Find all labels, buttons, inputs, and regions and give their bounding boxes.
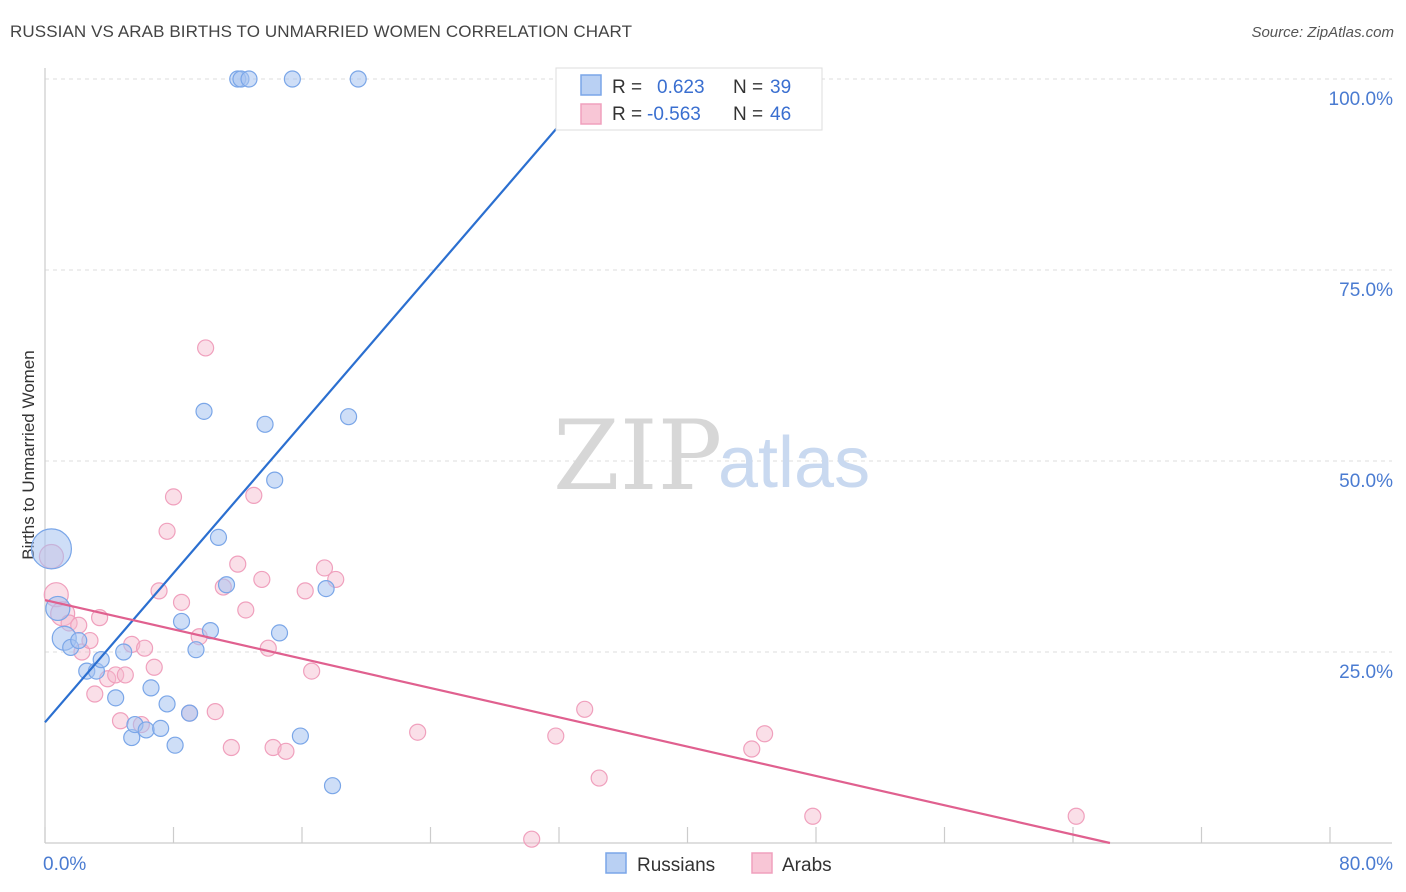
russians-point-19 — [187, 641, 205, 659]
arabs-point-31 — [259, 639, 277, 657]
russians-point-9 — [115, 643, 133, 661]
arabs-point-26 — [222, 738, 240, 757]
russians-point-18 — [180, 704, 199, 722]
russians-points — [30, 70, 632, 795]
grid-lines — [45, 78, 1392, 653]
correlation-legend: R = 0.623 N = 39 R = -0.563 N = 46 — [555, 67, 823, 131]
russians-point-7 — [92, 651, 110, 669]
legend-r-russians: 0.623 — [657, 77, 705, 98]
russians-point-15 — [158, 695, 176, 713]
arabs-point-45 — [804, 807, 822, 825]
y-axis-label: Births to Unmarried Women — [19, 350, 38, 559]
bottom-legend-russians-swatch — [605, 852, 627, 874]
russians-point-23 — [217, 576, 236, 594]
y-tick-label-2: 75.0% — [1339, 280, 1393, 301]
russians-point-4 — [70, 631, 88, 650]
y-tick-label-0: 25.0% — [1339, 662, 1393, 683]
y-tick-labels: 25.0% 50.0% 75.0% 100.0% — [1329, 89, 1394, 683]
russians-point-13 — [142, 679, 160, 697]
russians-point-20 — [195, 402, 213, 420]
russians-point-33 — [323, 777, 342, 795]
arabs-point-28 — [237, 601, 255, 619]
arabs-trend-line — [44, 598, 1111, 845]
arabs-point-32 — [264, 738, 282, 757]
watermark-zip: ZIP — [553, 400, 722, 512]
arabs-point-7 — [86, 685, 104, 703]
arabs-point-43 — [743, 740, 761, 758]
x-tick-labels: 0.0% 80.0% — [43, 854, 1393, 875]
arabs-point-46 — [1067, 807, 1085, 825]
russians-point-22 — [209, 528, 228, 547]
arabs-point-41 — [576, 700, 594, 718]
russians-point-12 — [137, 721, 155, 739]
arabs-point-44 — [755, 725, 774, 743]
arabs-point-27 — [229, 555, 247, 573]
arabs-point-10 — [107, 666, 125, 684]
chart-title: RUSSIAN VS ARAB BIRTHS TO UNMARRIED WOME… — [10, 22, 633, 41]
russians-point-34 — [339, 408, 358, 426]
watermark-atlas: atlas — [718, 423, 870, 503]
trend-lines — [44, 78, 1111, 845]
arabs-point-15 — [135, 639, 154, 657]
russians-point-26 — [240, 70, 258, 88]
x-tick-label-0: 0.0% — [43, 854, 86, 875]
legend-r-label-russians: R = — [612, 77, 642, 98]
arabs-point-35 — [303, 662, 321, 680]
arabs-point-18 — [158, 522, 176, 540]
arabs-point-38 — [409, 723, 427, 741]
legend-r-arabs: -0.563 — [647, 104, 701, 125]
bottom-legend-russians: Russians — [637, 855, 715, 876]
arabs-point-11 — [111, 712, 130, 730]
russians-trend-line — [44, 78, 600, 724]
x-tick-label-1: 80.0% — [1339, 854, 1393, 875]
arabs-point-40 — [547, 727, 565, 745]
arabs-point-24 — [206, 702, 224, 721]
y-tick-label-1: 50.0% — [1339, 471, 1393, 492]
arabs-point-16 — [145, 658, 163, 676]
russians-point-16 — [166, 736, 184, 754]
arabs-point-23 — [197, 339, 215, 357]
arabs-point-33 — [277, 742, 295, 760]
russians-point-27 — [256, 415, 274, 433]
y-tick-label-3: 100.0% — [1329, 89, 1394, 110]
russians-point-29 — [270, 624, 289, 642]
arabs-point-20 — [172, 593, 191, 611]
arabs-point-30 — [253, 570, 271, 589]
russians-point-35 — [349, 70, 367, 88]
legend-n-label-russians: N = — [733, 77, 763, 98]
arabs-point-19 — [164, 488, 183, 506]
series-legend: Russians Arabs — [605, 852, 832, 876]
arabs-point-34 — [296, 582, 314, 600]
arabs-point-29 — [245, 486, 263, 504]
legend-n-label-arabs: N = — [733, 104, 763, 125]
arabs-point-42 — [590, 769, 608, 787]
arabs-point-39 — [523, 830, 541, 848]
bottom-legend-arabs: Arabs — [782, 855, 832, 876]
axes — [44, 68, 1392, 844]
russians-point-17 — [172, 612, 191, 631]
watermark: ZIP atlas — [553, 400, 870, 512]
arabs-point-36 — [315, 559, 334, 577]
russians-point-28 — [266, 471, 284, 489]
russians-point-32 — [317, 579, 335, 598]
legend-arabs-swatch — [580, 103, 602, 125]
russians-point-14 — [152, 719, 170, 738]
legend-russians-swatch — [580, 74, 602, 96]
russians-point-0 — [30, 528, 73, 570]
arabs-point-12 — [116, 666, 134, 684]
source-credit: Source: ZipAtlas.com — [1251, 24, 1394, 41]
legend-n-arabs: 46 — [770, 104, 791, 125]
russians-point-8 — [107, 689, 125, 707]
legend-n-russians: 39 — [770, 77, 791, 98]
russians-point-30 — [283, 70, 301, 88]
russians-point-31 — [291, 727, 309, 745]
bottom-legend-arabs-swatch — [751, 852, 773, 874]
legend-r-label-arabs: R = — [612, 104, 642, 125]
